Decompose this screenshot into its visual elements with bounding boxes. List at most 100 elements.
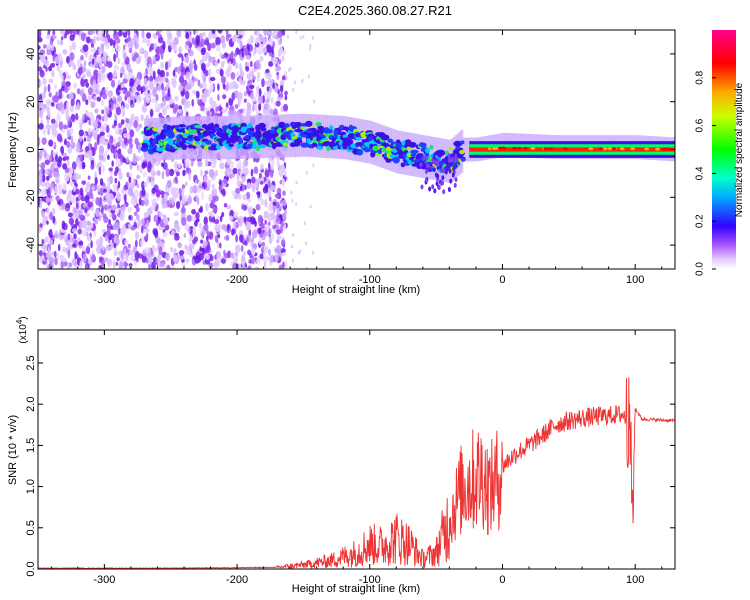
- trace-blob: [315, 121, 322, 127]
- noise-speckle: [268, 196, 272, 202]
- noise-speckle: [178, 75, 185, 84]
- noise-speckle: [141, 254, 147, 264]
- trace-blob: [448, 146, 453, 151]
- y-tick-label: 1.5: [25, 438, 37, 453]
- noise-speckle: [307, 74, 310, 79]
- noise-speckle: [85, 226, 92, 232]
- noise-speckle: [94, 177, 98, 185]
- noise-speckle: [90, 163, 95, 170]
- noise-speckle: [251, 247, 256, 257]
- noise-speckle: [253, 166, 259, 175]
- noise-speckle: [267, 248, 271, 256]
- noise-speckle: [234, 61, 239, 70]
- noise-speckle: [159, 190, 165, 195]
- noise-speckle: [150, 170, 157, 177]
- noise-speckle: [44, 181, 50, 189]
- noise-speckle: [99, 32, 103, 41]
- noise-speckle: [185, 258, 190, 264]
- noise-speckle: [225, 68, 231, 78]
- noise-speckle: [241, 257, 246, 262]
- trace-blob: [424, 148, 430, 154]
- trace-blob: [188, 128, 197, 135]
- noise-speckle: [183, 30, 187, 33]
- noise-speckle: [246, 178, 252, 183]
- noise-speckle: [101, 109, 104, 115]
- noise-speckle: [281, 199, 287, 206]
- noise-speckle: [115, 106, 122, 116]
- noise-speckle: [182, 213, 187, 218]
- tone-spot: [630, 147, 636, 151]
- noise-speckle: [192, 30, 197, 36]
- noise-speckle: [138, 123, 143, 129]
- trace-halo: [462, 137, 466, 162]
- noise-speckle: [68, 30, 74, 35]
- noise-speckle: [129, 129, 135, 138]
- noise-speckle: [271, 185, 277, 191]
- noise-speckle: [62, 48, 68, 55]
- noise-speckle: [129, 160, 133, 170]
- noise-speckle: [47, 246, 51, 255]
- noise-speckle: [225, 33, 230, 42]
- noise-speckle: [99, 131, 106, 136]
- noise-speckle: [123, 184, 129, 191]
- x-tick-label: -300: [93, 574, 115, 586]
- noise-speckle: [215, 215, 221, 221]
- noise-speckle: [41, 238, 45, 245]
- trace-blob: [428, 186, 432, 192]
- trace-blob: [269, 130, 276, 134]
- noise-speckle: [210, 210, 215, 218]
- noise-speckle: [80, 32, 86, 42]
- noise-speckle: [82, 246, 87, 252]
- noise-speckle: [181, 55, 184, 62]
- noise-speckle: [214, 224, 220, 233]
- trace-blob: [152, 126, 158, 132]
- noise-speckle: [83, 60, 87, 67]
- tone-band-core: [469, 147, 675, 152]
- noise-speckle: [114, 177, 118, 184]
- noise-speckle: [282, 103, 289, 112]
- noise-speckle: [195, 211, 200, 219]
- noise-speckle: [42, 244, 47, 250]
- noise-speckle: [213, 219, 220, 225]
- noise-speckle: [41, 219, 47, 226]
- noise-speckle: [150, 176, 154, 183]
- noise-speckle: [157, 36, 164, 44]
- noise-speckle: [261, 241, 266, 247]
- noise-speckle: [127, 41, 133, 47]
- noise-speckle: [115, 261, 119, 266]
- colorbar-tick-label: 0.2: [695, 214, 706, 228]
- noise-speckle: [259, 253, 265, 260]
- noise-speckle: [117, 180, 121, 189]
- noise-speckle: [69, 233, 73, 242]
- noise-speckle: [129, 171, 132, 178]
- noise-speckle: [38, 30, 42, 39]
- noise-speckle: [120, 250, 124, 260]
- noise-speckle: [110, 144, 116, 154]
- noise-speckle: [152, 70, 156, 80]
- noise-speckle: [272, 201, 277, 207]
- noise-speckle: [269, 202, 272, 211]
- noise-speckle: [65, 141, 71, 148]
- noise-speckle: [140, 155, 144, 163]
- noise-speckle: [126, 172, 130, 178]
- noise-speckle: [204, 181, 208, 187]
- noise-speckle: [272, 56, 278, 66]
- trace-blob: [431, 184, 435, 190]
- trace-halo: [359, 118, 362, 162]
- noise-speckle: [299, 35, 302, 40]
- noise-speckle: [170, 246, 174, 253]
- noise-speckle: [64, 84, 69, 94]
- noise-speckle: [220, 35, 226, 44]
- noise-speckle: [77, 66, 83, 75]
- noise-speckle: [54, 84, 58, 90]
- snr-frame: [37, 329, 676, 570]
- noise-speckle: [39, 69, 45, 78]
- noise-speckle: [275, 100, 281, 107]
- noise-speckle: [269, 254, 275, 263]
- noise-speckle: [127, 206, 132, 213]
- noise-speckle: [42, 173, 46, 183]
- noise-speckle: [58, 88, 63, 98]
- noise-speckle: [206, 229, 210, 235]
- noise-speckle: [83, 202, 89, 209]
- noise-speckle: [50, 118, 56, 124]
